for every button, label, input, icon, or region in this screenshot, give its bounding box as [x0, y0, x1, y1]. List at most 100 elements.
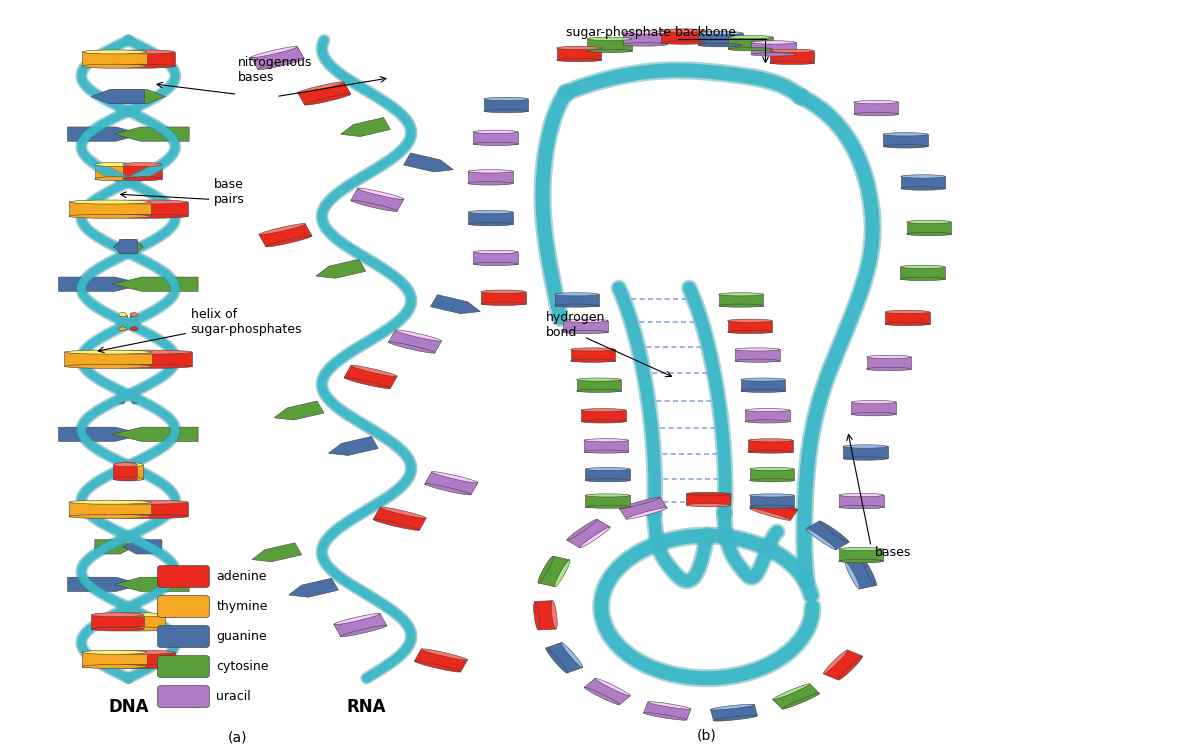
Polygon shape — [535, 601, 556, 630]
Ellipse shape — [745, 408, 790, 412]
Polygon shape — [289, 578, 338, 597]
Ellipse shape — [473, 262, 518, 265]
Ellipse shape — [907, 232, 951, 236]
Ellipse shape — [357, 188, 404, 200]
Polygon shape — [564, 321, 608, 332]
Polygon shape — [584, 440, 628, 451]
Polygon shape — [341, 117, 390, 137]
Ellipse shape — [735, 359, 779, 362]
Polygon shape — [414, 649, 468, 672]
Polygon shape — [67, 578, 143, 591]
Polygon shape — [114, 578, 189, 591]
Ellipse shape — [113, 477, 138, 481]
Ellipse shape — [551, 601, 558, 629]
Polygon shape — [735, 349, 779, 361]
Ellipse shape — [584, 450, 628, 453]
Ellipse shape — [556, 58, 601, 62]
Ellipse shape — [119, 312, 126, 317]
Polygon shape — [91, 615, 144, 629]
Ellipse shape — [581, 408, 626, 412]
Ellipse shape — [130, 327, 138, 331]
Ellipse shape — [388, 342, 435, 353]
Ellipse shape — [750, 479, 795, 482]
Polygon shape — [123, 540, 162, 554]
Ellipse shape — [554, 304, 599, 307]
Ellipse shape — [110, 64, 174, 68]
Ellipse shape — [123, 177, 162, 181]
Polygon shape — [106, 502, 187, 516]
Ellipse shape — [304, 94, 351, 105]
Polygon shape — [59, 427, 145, 442]
Polygon shape — [851, 402, 896, 414]
Ellipse shape — [623, 31, 667, 34]
Polygon shape — [112, 615, 165, 629]
Ellipse shape — [719, 304, 764, 307]
Polygon shape — [885, 312, 929, 324]
Polygon shape — [823, 650, 863, 680]
Ellipse shape — [110, 650, 174, 654]
Ellipse shape — [473, 142, 518, 146]
Ellipse shape — [729, 36, 772, 39]
Polygon shape — [749, 440, 792, 451]
Ellipse shape — [907, 220, 951, 224]
Ellipse shape — [534, 602, 540, 630]
Ellipse shape — [567, 519, 598, 541]
Polygon shape — [70, 202, 151, 216]
Ellipse shape — [424, 484, 472, 495]
Polygon shape — [344, 366, 397, 389]
Ellipse shape — [483, 110, 528, 113]
Ellipse shape — [341, 625, 387, 637]
Polygon shape — [751, 42, 796, 54]
Ellipse shape — [468, 222, 513, 226]
Ellipse shape — [123, 163, 162, 166]
Polygon shape — [67, 127, 143, 141]
Polygon shape — [539, 556, 569, 587]
Ellipse shape — [421, 649, 468, 660]
Polygon shape — [567, 519, 611, 548]
FancyBboxPatch shape — [158, 655, 210, 677]
Polygon shape — [901, 267, 946, 279]
Ellipse shape — [623, 43, 667, 46]
Ellipse shape — [854, 101, 898, 104]
Ellipse shape — [727, 330, 772, 333]
Ellipse shape — [112, 627, 165, 631]
Ellipse shape — [626, 507, 667, 519]
Text: guanine: guanine — [216, 630, 266, 643]
Ellipse shape — [867, 355, 911, 358]
FancyBboxPatch shape — [158, 565, 210, 587]
Ellipse shape — [838, 559, 883, 562]
Ellipse shape — [571, 359, 615, 362]
Ellipse shape — [740, 378, 785, 381]
Polygon shape — [727, 321, 772, 332]
Polygon shape — [581, 411, 626, 421]
Ellipse shape — [112, 613, 165, 617]
Polygon shape — [298, 82, 351, 105]
Polygon shape — [750, 469, 795, 480]
Ellipse shape — [83, 665, 147, 668]
Text: hydrogen
bond: hydrogen bond — [546, 311, 606, 339]
Ellipse shape — [481, 302, 526, 305]
Polygon shape — [883, 135, 928, 147]
Polygon shape — [59, 277, 145, 291]
Polygon shape — [106, 202, 187, 216]
Ellipse shape — [901, 187, 946, 191]
Ellipse shape — [556, 46, 601, 50]
Polygon shape — [351, 188, 404, 211]
Ellipse shape — [468, 210, 513, 214]
Ellipse shape — [885, 310, 929, 314]
Ellipse shape — [70, 500, 151, 504]
Polygon shape — [839, 495, 883, 507]
Ellipse shape — [119, 477, 144, 481]
Ellipse shape — [106, 214, 187, 218]
Ellipse shape — [481, 290, 526, 293]
Ellipse shape — [770, 61, 815, 64]
Polygon shape — [719, 294, 764, 305]
Polygon shape — [123, 165, 162, 178]
Ellipse shape — [585, 687, 619, 705]
Ellipse shape — [901, 265, 946, 268]
Text: sugar-phosphate backbone: sugar-phosphate backbone — [566, 26, 736, 39]
Polygon shape — [105, 352, 192, 367]
Ellipse shape — [838, 547, 883, 551]
Ellipse shape — [584, 438, 628, 442]
Ellipse shape — [91, 627, 144, 631]
